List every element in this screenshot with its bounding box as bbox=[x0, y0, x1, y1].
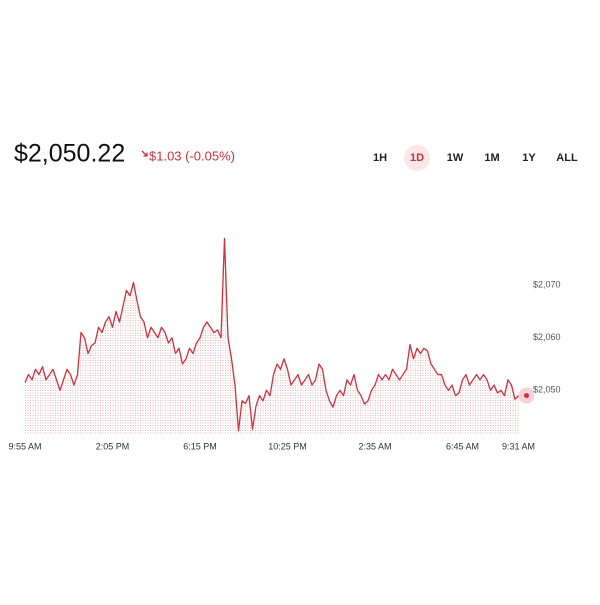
y-tick-label: $2,050 bbox=[533, 385, 561, 395]
x-tick-label: 2:35 AM bbox=[358, 441, 391, 451]
y-tick-label: $2,060 bbox=[533, 332, 561, 342]
price-line bbox=[24, 237, 519, 432]
plot: $2,050 $2,060 $2,070 9:55 AM 2:05 PM 6:15 PM 1… bbox=[8, 237, 561, 451]
range-button[interactable]: 1W bbox=[447, 152, 464, 164]
area bbox=[25, 238, 519, 435]
selected-range-bg bbox=[404, 145, 430, 171]
range-button[interactable]: 1H bbox=[373, 152, 387, 164]
x-tick-label: 9:55 AM bbox=[8, 441, 41, 451]
x-tick-label: 6:45 AM bbox=[446, 441, 479, 451]
price: $2,050.22 bbox=[14, 140, 125, 168]
last-point bbox=[524, 393, 529, 399]
y-tick-label: $2,070 bbox=[533, 280, 561, 290]
x-tick-label: 6:15 PM bbox=[183, 441, 217, 451]
range-button[interactable]: 1D bbox=[410, 152, 424, 164]
price-change: $1.03 (-0.05%) bbox=[149, 148, 235, 163]
x-tick-label: 10:25 PM bbox=[268, 441, 307, 451]
range-button[interactable]: 1Y bbox=[522, 152, 536, 164]
down-arrow bbox=[141, 150, 148, 157]
x-tick-label: 9:31 AM bbox=[502, 441, 535, 451]
range-selector: 1H 1D 1W 1M 1Y ALL bbox=[373, 145, 578, 171]
range-button[interactable]: 1M bbox=[484, 152, 499, 164]
range-button[interactable]: ALL bbox=[556, 152, 578, 164]
x-tick-label: 2:05 PM bbox=[96, 441, 130, 451]
